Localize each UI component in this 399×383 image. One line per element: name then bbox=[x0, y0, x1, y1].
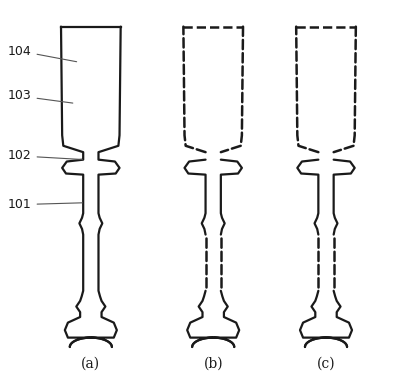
Text: (a): (a) bbox=[81, 357, 101, 371]
Text: 104: 104 bbox=[8, 44, 77, 62]
Text: 103: 103 bbox=[8, 90, 73, 103]
Text: 102: 102 bbox=[8, 149, 82, 162]
Text: (b): (b) bbox=[203, 357, 223, 371]
Text: 101: 101 bbox=[8, 198, 82, 211]
Text: (c): (c) bbox=[317, 357, 335, 371]
